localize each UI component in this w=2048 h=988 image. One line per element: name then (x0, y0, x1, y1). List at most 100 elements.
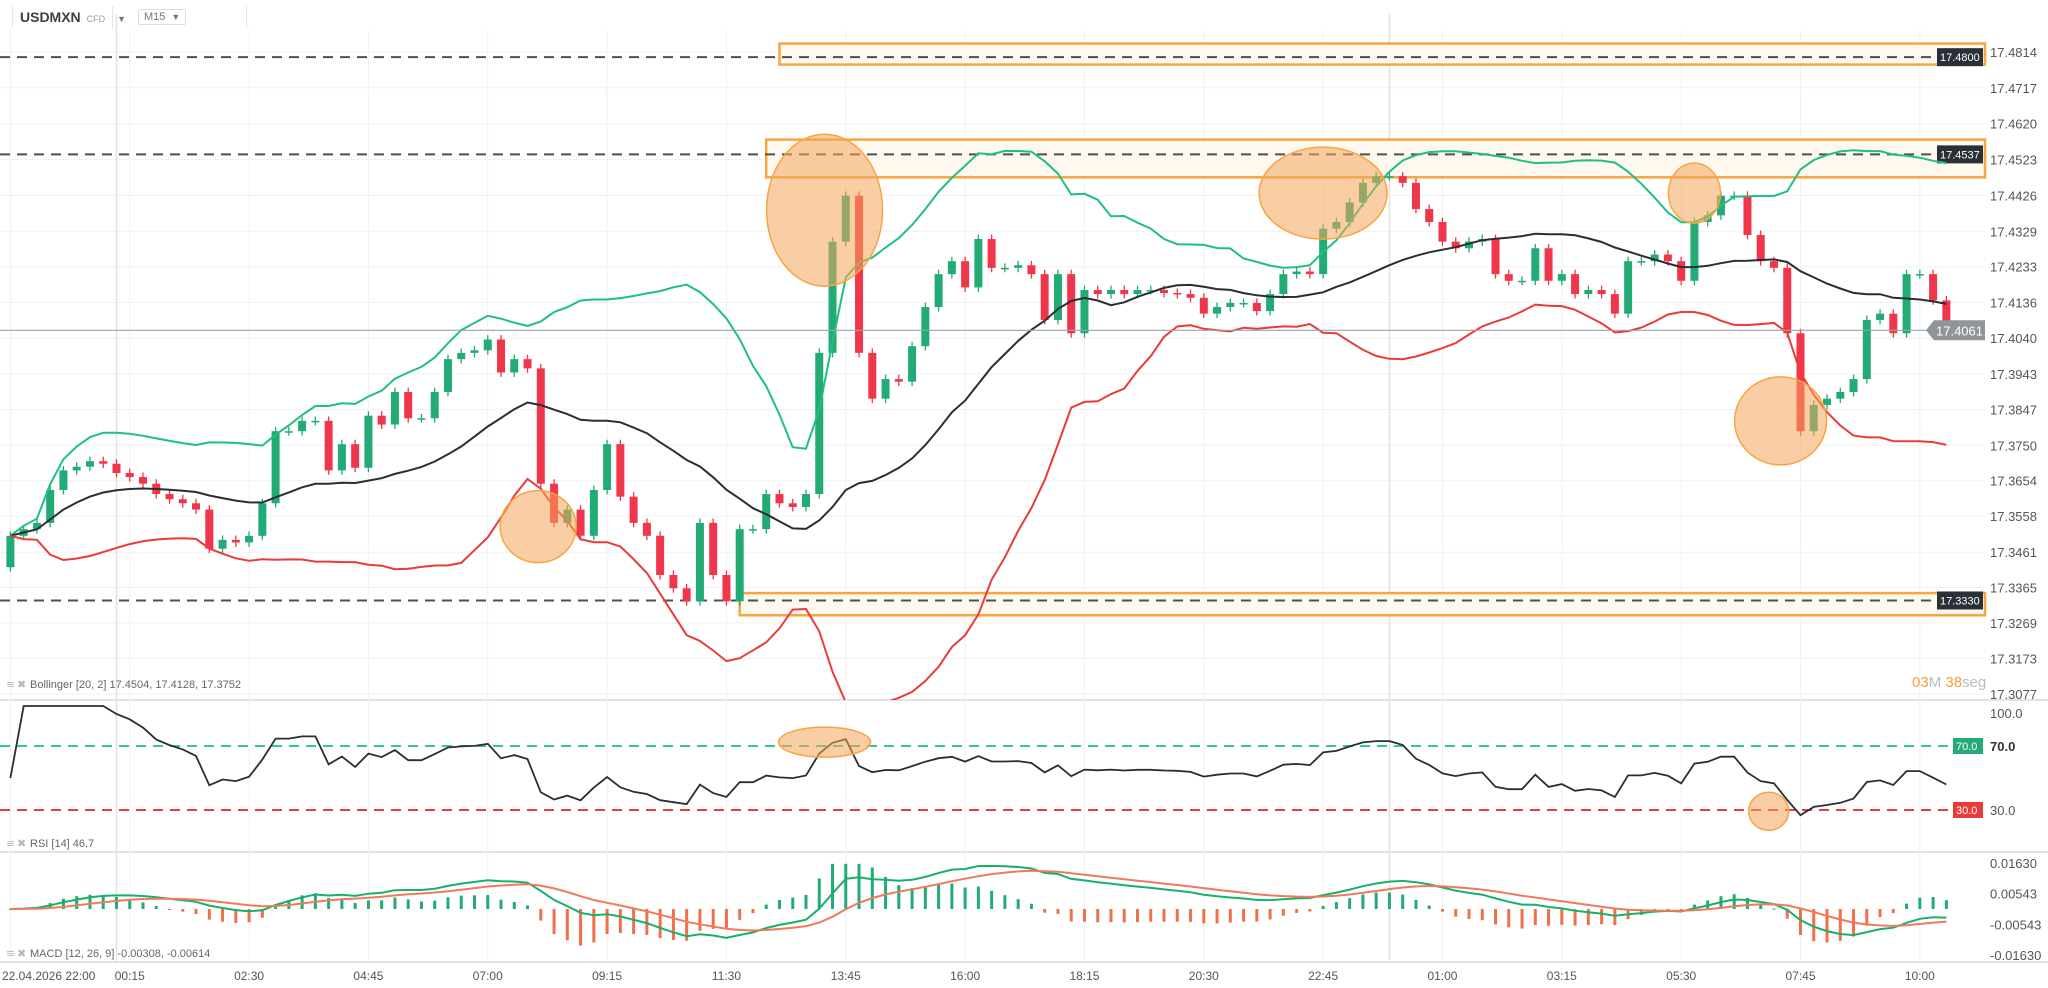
candle[interactable] (735, 524, 744, 606)
candle[interactable] (1862, 315, 1871, 384)
candle[interactable] (603, 439, 612, 495)
candle[interactable] (722, 570, 731, 606)
candle[interactable] (669, 570, 678, 593)
candle[interactable] (1040, 269, 1049, 325)
candle[interactable] (1650, 250, 1659, 266)
candle[interactable] (576, 505, 585, 541)
candle[interactable] (258, 498, 267, 541)
close-icon[interactable]: ✖ (17, 837, 26, 850)
candle[interactable] (1385, 171, 1394, 181)
candle[interactable] (1027, 260, 1036, 279)
candle[interactable] (430, 387, 439, 423)
rsi-highlight-circle[interactable] (1747, 791, 1790, 832)
candle[interactable] (351, 439, 360, 473)
candle[interactable] (1518, 276, 1527, 286)
candle[interactable] (1120, 285, 1129, 299)
candle[interactable] (894, 374, 903, 387)
candle[interactable] (788, 498, 797, 512)
highlight-circle[interactable] (1733, 376, 1828, 466)
candle[interactable] (1836, 387, 1845, 404)
settings-icon[interactable]: ≡ (6, 678, 15, 691)
candle[interactable] (642, 518, 651, 541)
candle[interactable] (99, 456, 108, 469)
price-zone[interactable] (778, 42, 1987, 66)
candle[interactable] (192, 498, 201, 514)
candle[interactable] (1014, 260, 1023, 273)
candle[interactable] (1902, 269, 1911, 338)
close-icon[interactable]: ✖ (17, 947, 26, 960)
timeframe-selector[interactable]: M15 ▼ (138, 9, 187, 25)
candle[interactable] (921, 302, 930, 351)
candle[interactable] (1624, 256, 1633, 319)
candle[interactable] (85, 456, 94, 472)
candle[interactable] (1531, 243, 1540, 286)
bollinger-legend[interactable]: ≡ ✖ Bollinger [20, 2] 17.4504, 17.4128, 17… (6, 678, 241, 691)
candle[interactable] (589, 485, 598, 541)
candle[interactable] (748, 524, 757, 534)
candle[interactable] (1199, 293, 1208, 319)
candle[interactable] (908, 341, 917, 387)
candle[interactable] (1173, 288, 1182, 299)
candle[interactable] (1743, 191, 1752, 240)
candle[interactable] (1093, 285, 1102, 299)
candle[interactable] (1279, 269, 1288, 299)
candle[interactable] (510, 354, 519, 377)
candle[interactable] (1491, 234, 1500, 279)
candle[interactable] (178, 494, 187, 508)
candle[interactable] (1106, 285, 1115, 299)
candle[interactable] (245, 531, 254, 547)
candle[interactable] (709, 518, 718, 580)
candle[interactable] (1305, 267, 1314, 279)
candle[interactable] (32, 518, 41, 534)
candle[interactable] (536, 363, 545, 489)
candle[interactable] (1929, 269, 1938, 305)
candle[interactable] (934, 269, 943, 312)
candle[interactable] (1411, 178, 1420, 214)
candle[interactable] (1292, 267, 1301, 279)
candle[interactable] (284, 426, 293, 436)
candle[interactable] (483, 335, 492, 355)
rsi-highlight-circle[interactable] (777, 726, 872, 758)
candle[interactable] (311, 416, 320, 426)
candle[interactable] (1000, 263, 1009, 273)
candle[interactable] (165, 489, 174, 504)
candle[interactable] (1226, 298, 1235, 312)
macd-legend[interactable]: ≡ ✖ MACD [12, 26, 9] -0.00308, -0.00614 (6, 947, 210, 960)
candle[interactable] (298, 416, 307, 436)
candle[interactable] (656, 531, 665, 580)
candle[interactable] (337, 439, 346, 475)
candle[interactable] (868, 348, 877, 404)
candle[interactable] (695, 518, 704, 606)
candle[interactable] (1597, 285, 1606, 299)
candle[interactable] (947, 256, 956, 279)
candle[interactable] (1239, 298, 1248, 308)
candle[interactable] (1783, 263, 1792, 338)
candle[interactable] (497, 335, 506, 377)
candle[interactable] (1465, 237, 1473, 253)
symbol-selector[interactable]: USDMXN CFD ▼ (20, 9, 126, 25)
candle[interactable] (1849, 374, 1858, 397)
candle[interactable] (1571, 269, 1580, 299)
candle[interactable] (59, 465, 68, 495)
price-zone[interactable] (738, 591, 1987, 617)
candle[interactable] (457, 348, 466, 364)
candle[interactable] (417, 413, 426, 423)
candle[interactable] (1186, 289, 1195, 303)
candle[interactable] (1677, 256, 1686, 286)
candle[interactable] (72, 462, 81, 475)
candle[interactable] (6, 531, 15, 572)
candle[interactable] (987, 234, 996, 273)
candle[interactable] (218, 535, 227, 554)
highlight-circle[interactable] (1667, 162, 1722, 224)
candle[interactable] (1889, 309, 1898, 338)
candle[interactable] (961, 256, 970, 292)
candle[interactable] (1915, 269, 1924, 279)
candle[interactable] (762, 489, 771, 534)
candle[interactable] (364, 411, 373, 473)
candle[interactable] (881, 374, 890, 404)
candle[interactable] (616, 439, 625, 502)
candle[interactable] (802, 489, 810, 512)
candle[interactable] (815, 348, 824, 499)
candle[interactable] (1252, 298, 1261, 316)
